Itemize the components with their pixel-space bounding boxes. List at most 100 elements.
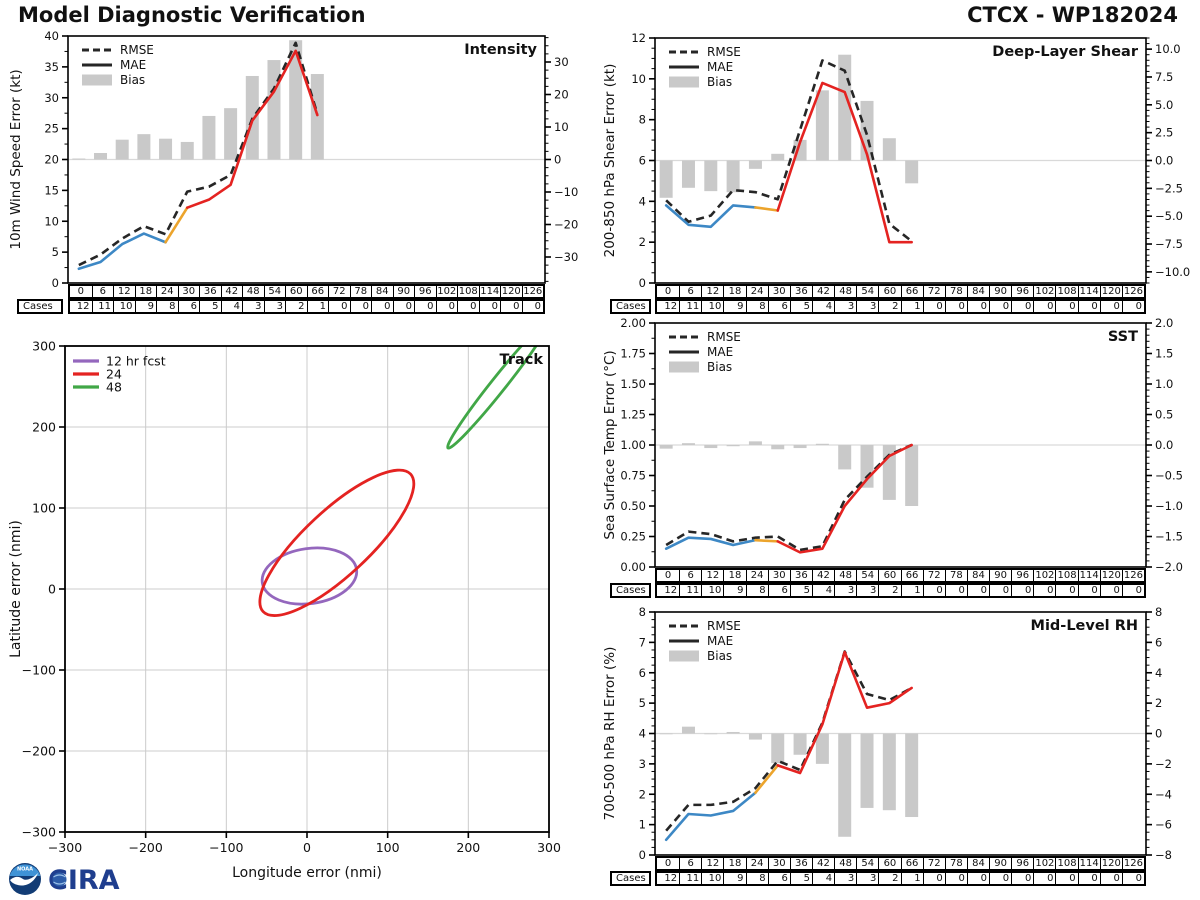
hour-cell: 96	[1011, 570, 1034, 581]
ellipse-48-hr-fcst	[446, 346, 549, 450]
mae-segment	[185, 49, 319, 209]
cases-cell: 1	[306, 301, 328, 312]
mae-segment	[776, 650, 913, 775]
track-chart-svg: −300 −200 −100 0 100 200 300 −300 −200 −100 0 100 20…	[8, 339, 561, 882]
track-panel: −300 −200 −100 0 100 200 300 −300 −200 −100 0 100 20…	[0, 315, 600, 900]
hour-cell: 60	[285, 286, 307, 297]
rh-chart-svg: 0 1 2 3 4 5 6 7 8 8 6 4 2 0 −2 −4 −6 −8 700-500 hPa RH Err…	[602, 605, 1172, 862]
hour-cell: 66	[900, 570, 923, 581]
svg-text:12: 12	[631, 31, 646, 45]
svg-text:−200: −200	[128, 840, 162, 855]
svg-text:1.0: 1.0	[1155, 377, 1173, 391]
hour-cell: 48	[834, 858, 857, 869]
mae-segment	[664, 536, 757, 550]
legend-rmse-label: RMSE	[707, 619, 741, 633]
hour-cell: 24	[156, 286, 178, 297]
hour-cell: 126	[1121, 286, 1144, 297]
cases-cell: 1	[900, 301, 923, 312]
svg-text:0.25: 0.25	[620, 530, 646, 544]
cases-cell: 0	[1077, 585, 1100, 596]
hour-cell: 6	[679, 858, 702, 869]
svg-text:0.5: 0.5	[1155, 408, 1173, 422]
cases-cell: 2	[285, 301, 307, 312]
mae-line	[77, 49, 319, 271]
svg-text:2: 2	[639, 787, 646, 801]
bias-bar	[860, 733, 874, 808]
cases-cell: 3	[242, 301, 264, 312]
hour-cell: 18	[723, 858, 746, 869]
hour-cell: 18	[723, 570, 746, 581]
bias-bar	[159, 138, 173, 160]
svg-text:100: 100	[32, 501, 56, 516]
hour-cell: 42	[811, 858, 835, 869]
svg-text:0.75: 0.75	[620, 469, 646, 483]
cases-cell: 1	[900, 873, 923, 884]
panel-label: Intensity	[464, 42, 537, 58]
cases-cell: 5	[199, 301, 221, 312]
bias-bar	[115, 139, 129, 160]
hour-cell: 36	[789, 858, 812, 869]
hour-cell: 120	[500, 286, 522, 297]
cases-label: Cases	[610, 583, 651, 598]
agency-logos: NOAA CIRA	[6, 860, 186, 898]
hour-cell: 12	[701, 286, 724, 297]
track-legend-label: 12 hr fcst	[106, 354, 166, 369]
hour-cell: 90	[989, 286, 1012, 297]
sst-panel: 0.00 0.25 0.50 0.75 1.00 1.25 1.50 1.75 2.00 2.0 1…	[600, 313, 1200, 602]
cases-cell: 0	[1099, 585, 1122, 596]
cases-cell: 4	[811, 301, 835, 312]
hour-cell: 6	[91, 286, 113, 297]
mae-segment	[664, 791, 757, 842]
hour-cell: 24	[745, 570, 768, 581]
error-ellipses	[258, 346, 549, 617]
cases-cell: 3	[856, 873, 879, 884]
panel-label: Deep-Layer Shear	[992, 44, 1139, 60]
legend-mae-label: MAE	[707, 60, 733, 74]
hour-cell: 84	[966, 858, 990, 869]
cases-cell: 0	[944, 873, 967, 884]
bias-bar	[289, 40, 303, 160]
track-legend-label: 48	[106, 380, 122, 395]
svg-text:2.5: 2.5	[1155, 126, 1173, 140]
hour-cell: 72	[922, 286, 945, 297]
cases-cell: 9	[723, 873, 746, 884]
svg-text:10: 10	[44, 214, 59, 228]
svg-text:5: 5	[52, 245, 59, 259]
svg-text:15: 15	[44, 183, 59, 197]
bias-bar	[704, 160, 718, 192]
cases-row: 12 11 10 9 8 6 5 4 3 3 2 1 0 0 0 0 0 0 0 0 0 0	[655, 299, 1146, 314]
hour-cell: 126	[521, 286, 543, 297]
cases-cell: 0	[1033, 301, 1056, 312]
hour-cell: 42	[220, 286, 242, 297]
hour-cell: 102	[1033, 286, 1056, 297]
bias-bar	[180, 141, 194, 160]
mae-segment	[776, 443, 913, 554]
legend-bias-label: Bias	[707, 75, 732, 89]
svg-text:1.00: 1.00	[620, 438, 646, 452]
hour-cell: 114	[1077, 858, 1100, 869]
hour-cell: 84	[371, 286, 393, 297]
svg-text:−4: −4	[1155, 787, 1172, 801]
noaa-text: NOAA	[17, 867, 33, 873]
mae-segment	[664, 204, 757, 229]
cases-cell: 0	[1121, 585, 1144, 596]
legend-rmse-label: RMSE	[707, 45, 741, 59]
hour-cell: 54	[856, 858, 879, 869]
bias-bar	[882, 733, 896, 811]
svg-text:300: 300	[537, 840, 561, 855]
hour-cell: 96	[1011, 858, 1034, 869]
x-axis-label: Longitude error (nmi)	[232, 865, 382, 881]
cases-cell: 3	[263, 301, 285, 312]
mae-line	[664, 81, 913, 244]
y-axis-label: Sea Surface Temp Error (°C)	[602, 350, 618, 539]
mae-segment	[754, 538, 780, 543]
cases-cell: 6	[767, 585, 790, 596]
svg-text:4: 4	[1155, 666, 1162, 680]
hour-cell: 12	[701, 570, 724, 581]
cases-cell: 5	[789, 301, 812, 312]
plot-border	[654, 611, 1147, 856]
bias-bar	[726, 160, 740, 193]
svg-text:8: 8	[1155, 605, 1162, 619]
bias-bar	[704, 445, 718, 449]
rmse-line	[665, 59, 913, 243]
